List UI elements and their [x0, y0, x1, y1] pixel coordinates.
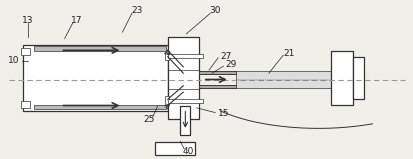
Bar [164, 51, 169, 60]
Bar [155, 142, 194, 155]
Text: 27: 27 [219, 52, 231, 61]
Text: 15: 15 [217, 109, 229, 118]
Text: 25: 25 [143, 115, 154, 124]
Text: 17: 17 [71, 16, 83, 25]
Bar [235, 71, 330, 88]
Bar [167, 99, 202, 103]
Text: 40: 40 [182, 147, 194, 156]
Text: 23: 23 [131, 6, 142, 15]
Text: 13: 13 [22, 16, 33, 25]
Bar [33, 46, 165, 51]
Bar [330, 51, 353, 105]
Bar [23, 45, 167, 111]
Bar [198, 85, 235, 88]
Bar [167, 37, 198, 119]
Text: 10: 10 [8, 56, 19, 65]
Text: 29: 29 [225, 60, 236, 69]
Bar [164, 96, 169, 105]
Bar [21, 101, 29, 108]
Bar [167, 54, 202, 58]
Bar [353, 57, 363, 99]
Text: 30: 30 [209, 6, 221, 15]
Text: 21: 21 [283, 49, 294, 58]
Bar [33, 105, 165, 109]
Bar [198, 71, 235, 74]
Bar [21, 48, 29, 55]
Bar [180, 106, 190, 135]
